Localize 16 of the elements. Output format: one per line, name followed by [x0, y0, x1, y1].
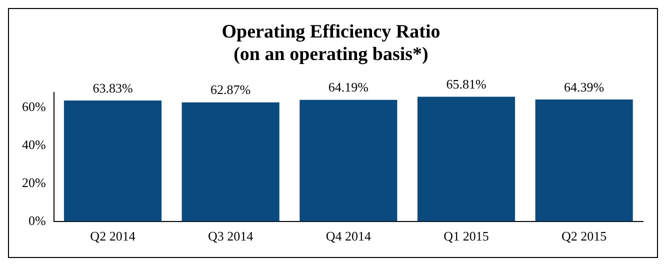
y-tick-label: 0%: [28, 212, 46, 228]
x-tick-label: Q4 2014: [326, 228, 372, 244]
data-label: 63.83%: [92, 80, 133, 96]
x-tick-label: Q3 2014: [208, 228, 254, 244]
data-label: 62.87%: [210, 82, 251, 98]
chart-subtitle: (on an operating basis*): [234, 44, 428, 66]
y-tick-label: 20%: [22, 174, 46, 190]
y-tick-label: 60%: [22, 99, 46, 114]
data-label: 64.19%: [328, 80, 369, 95]
data-label: 64.39%: [564, 79, 604, 94]
chart-title: Operating Efficiency Ratio: [222, 21, 440, 42]
data-label: 65.81%: [446, 76, 486, 92]
x-tick-label: Q2 2014: [90, 228, 136, 244]
x-tick-label: Q2 2015: [562, 228, 607, 244]
x-tick-label: Q1 2015: [444, 228, 489, 244]
y-tick-label: 40%: [22, 137, 46, 152]
